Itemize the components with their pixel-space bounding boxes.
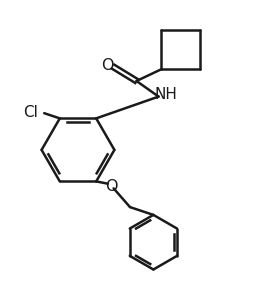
Text: O: O (106, 179, 118, 194)
Text: O: O (101, 58, 114, 73)
Text: NH: NH (155, 87, 178, 102)
Text: Cl: Cl (23, 105, 38, 120)
